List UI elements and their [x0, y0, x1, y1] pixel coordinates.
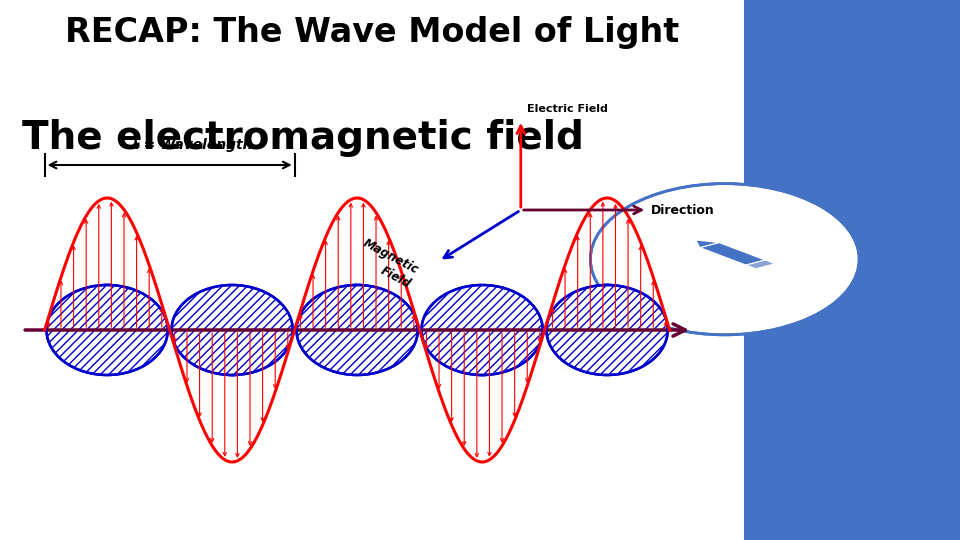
Text: λ = Wavelength: λ = Wavelength	[131, 138, 253, 152]
Text: Magnetic
Field: Magnetic Field	[353, 237, 420, 291]
Text: The electromagnetic field: The electromagnetic field	[22, 119, 585, 157]
Text: Electric Field: Electric Field	[527, 104, 608, 114]
Polygon shape	[746, 260, 775, 269]
Polygon shape	[696, 240, 719, 248]
Ellipse shape	[546, 285, 668, 375]
Text: Direction: Direction	[651, 204, 715, 217]
Ellipse shape	[297, 285, 418, 375]
Polygon shape	[700, 242, 765, 265]
Text: RECAP: The Wave Model of Light: RECAP: The Wave Model of Light	[65, 16, 679, 49]
Circle shape	[590, 184, 859, 335]
Ellipse shape	[172, 285, 293, 375]
Ellipse shape	[46, 285, 168, 375]
Ellipse shape	[421, 285, 542, 375]
